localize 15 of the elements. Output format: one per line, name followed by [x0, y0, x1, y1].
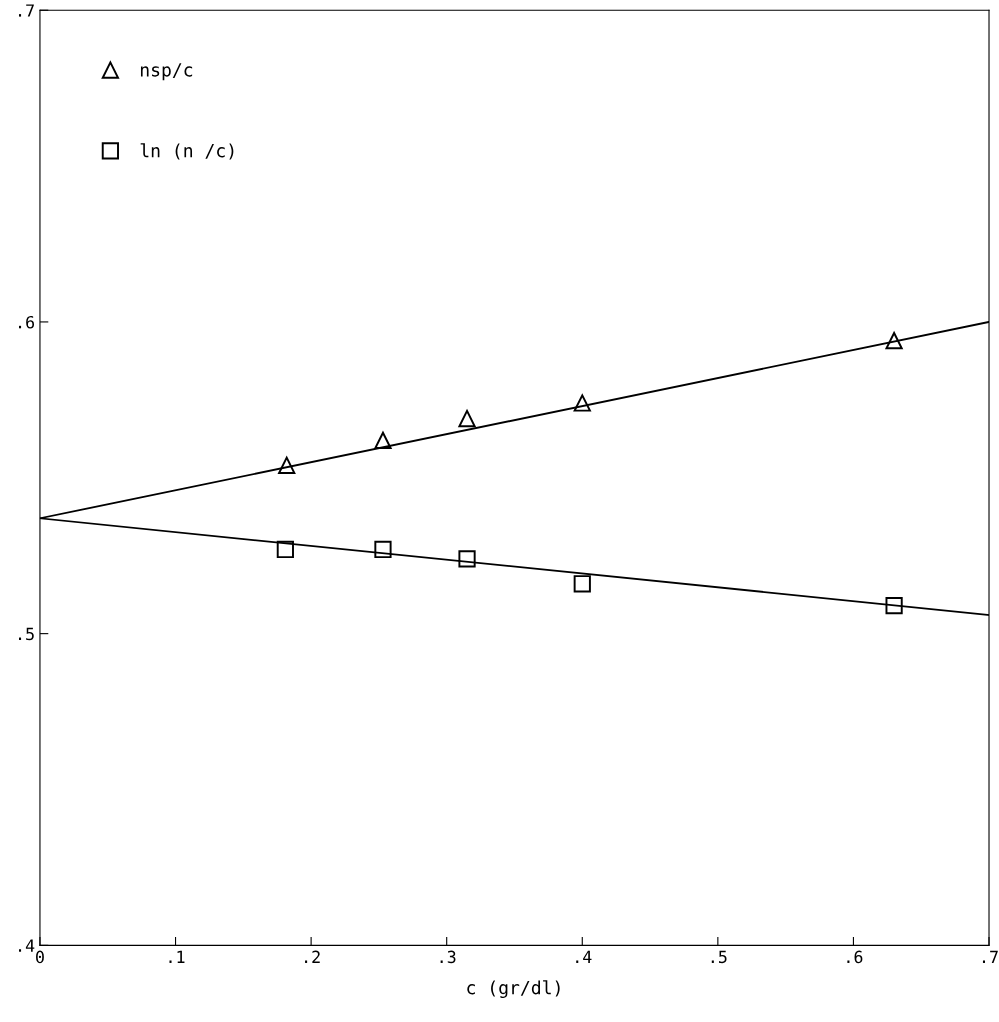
x-tick-label: .1: [169, 950, 185, 963]
y-tick-label: .6: [19, 315, 35, 329]
x-tick-label: .7: [982, 950, 998, 963]
x-axis-title: c (gr/dl): [467, 980, 560, 999]
x-tick-label: .2: [305, 950, 320, 963]
x-tick-label: 0: [36, 950, 44, 964]
y-tick-label: .7: [19, 4, 34, 17]
legend-label: ln (n /c): [140, 143, 234, 160]
legend-label: nsp/c: [140, 63, 193, 81]
x-tick-label: .5: [711, 950, 727, 964]
x-tick-label: .4: [576, 950, 592, 963]
x-tick-label: .6: [847, 950, 863, 964]
y-tick-label: .5: [19, 627, 34, 641]
y-tick-label: .4: [19, 939, 35, 952]
x-tick-label: .3: [440, 950, 456, 964]
